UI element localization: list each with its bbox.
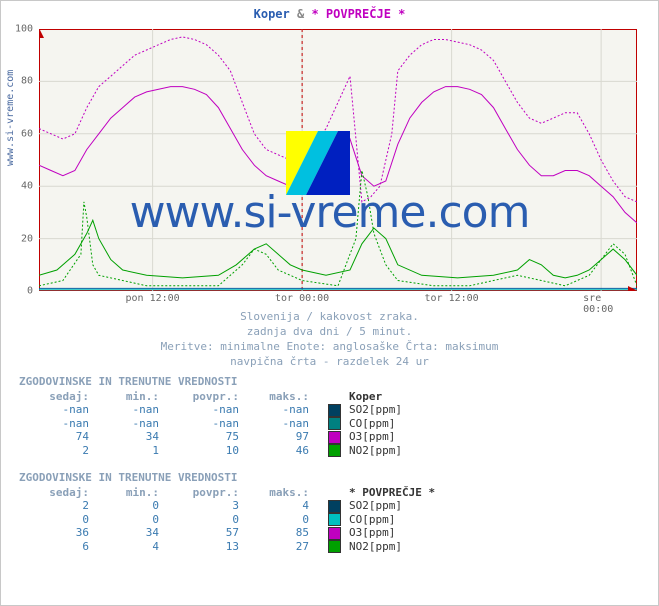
y-tick-label: 0: [27, 286, 33, 297]
cell-min: 0: [89, 513, 159, 527]
cell-now: 0: [19, 513, 89, 527]
cell-now: 74: [19, 430, 89, 444]
table-header: sedaj:min.:povpr.:maks.:* POVPREČJE *: [19, 486, 639, 499]
cell-label: SO2[ppm]: [349, 499, 549, 513]
y-tick-label: 100: [15, 24, 33, 35]
cell-avg: 10: [159, 444, 239, 458]
plot-area: [39, 29, 637, 291]
cell-label: CO[ppm]: [349, 513, 549, 527]
plot-lines: [39, 29, 637, 291]
cell-avg: -nan: [159, 403, 239, 417]
table-row: -nan-nan-nan-nanCO[ppm]: [19, 417, 639, 431]
table-row: 36345785 O3[ppm]: [19, 526, 639, 540]
cell-min: 34: [89, 526, 159, 540]
caption-line: zadnja dva dni / 5 minut.: [1, 324, 658, 339]
caption-line: Slovenija / kakovost zraka.: [1, 309, 658, 324]
cell-avg: -nan: [159, 417, 239, 431]
cell-max: 97: [239, 430, 309, 444]
cell-now: 2: [19, 444, 89, 458]
y-tick-label: 20: [21, 233, 33, 244]
color-swatch: [309, 526, 349, 540]
chart-frame: Koper & * POVPREČJE * www.si-vreme.com 0…: [0, 0, 659, 606]
color-swatch: [309, 444, 349, 458]
color-swatch: [309, 540, 349, 554]
cell-min: 4: [89, 540, 159, 554]
title-series2: * POVPREČJE *: [311, 7, 405, 21]
cell-min: -nan: [89, 417, 159, 431]
cell-now: 36: [19, 526, 89, 540]
y-tick-label: 40: [21, 181, 33, 192]
cell-now: 6: [19, 540, 89, 554]
chart-title: Koper & * POVPREČJE *: [1, 1, 658, 21]
y-tick-label: 60: [21, 128, 33, 139]
table-title: ZGODOVINSKE IN TRENUTNE VREDNOSTI: [19, 375, 639, 388]
table-row: 211046 NO2[ppm]: [19, 444, 639, 458]
cell-max: -nan: [239, 403, 309, 417]
stats-table: ZGODOVINSKE IN TRENUTNE VREDNOSTI sedaj:m…: [19, 471, 639, 553]
cell-now: -nan: [19, 403, 89, 417]
y-ticks: 020406080100: [1, 29, 35, 291]
cell-max: 0: [239, 513, 309, 527]
color-swatch: [309, 499, 349, 513]
cell-label: SO2[ppm]: [349, 403, 549, 417]
color-swatch: [309, 403, 349, 417]
title-series1: Koper: [254, 7, 290, 21]
cell-now: 2: [19, 499, 89, 513]
table-row: 74347597 O3[ppm]: [19, 430, 639, 444]
cell-min: 34: [89, 430, 159, 444]
cell-max: 4: [239, 499, 309, 513]
data-tables: ZGODOVINSKE IN TRENUTNE VREDNOSTI sedaj:m…: [19, 375, 639, 567]
cell-avg: 3: [159, 499, 239, 513]
cell-min: 0: [89, 499, 159, 513]
cell-avg: 13: [159, 540, 239, 554]
table-title: ZGODOVINSKE IN TRENUTNE VREDNOSTI: [19, 471, 639, 484]
y-tick-label: 80: [21, 76, 33, 87]
cell-min: -nan: [89, 403, 159, 417]
cell-max: -nan: [239, 417, 309, 431]
cell-avg: 75: [159, 430, 239, 444]
color-swatch: [309, 430, 349, 444]
cell-avg: 0: [159, 513, 239, 527]
cell-max: 27: [239, 540, 309, 554]
color-swatch: [309, 513, 349, 527]
stats-table: ZGODOVINSKE IN TRENUTNE VREDNOSTI sedaj:m…: [19, 375, 639, 457]
caption-line: navpična črta - razdelek 24 ur: [1, 354, 658, 369]
x-tick-label: pon 12:00: [126, 293, 180, 304]
table-header: sedaj:min.:povpr.:maks.:Koper: [19, 390, 639, 403]
cell-now: -nan: [19, 417, 89, 431]
table-row: -nan-nan-nan-nanSO2[ppm]: [19, 403, 639, 417]
cell-label: O3[ppm]: [349, 430, 549, 444]
cell-min: 1: [89, 444, 159, 458]
cell-label: NO2[ppm]: [349, 540, 549, 554]
table-row: 2034 SO2[ppm]: [19, 499, 639, 513]
x-tick-label: tor 12:00: [425, 293, 479, 304]
cell-label: NO2[ppm]: [349, 444, 549, 458]
caption-line: Meritve: minimalne Enote: anglosaške Črt…: [1, 339, 658, 354]
cell-max: 46: [239, 444, 309, 458]
cell-label: O3[ppm]: [349, 526, 549, 540]
title-amp: &: [297, 7, 304, 21]
table-row: 641327 NO2[ppm]: [19, 540, 639, 554]
cell-avg: 57: [159, 526, 239, 540]
color-swatch: [309, 417, 349, 431]
table-row: 0000CO[ppm]: [19, 513, 639, 527]
x-tick-label: tor 00:00: [275, 293, 329, 304]
x-ticks: pon 12:00tor 00:00tor 12:00sre 00:00: [39, 293, 637, 307]
cell-label: CO[ppm]: [349, 417, 549, 431]
cell-max: 85: [239, 526, 309, 540]
caption-block: Slovenija / kakovost zraka. zadnja dva d…: [1, 309, 658, 369]
